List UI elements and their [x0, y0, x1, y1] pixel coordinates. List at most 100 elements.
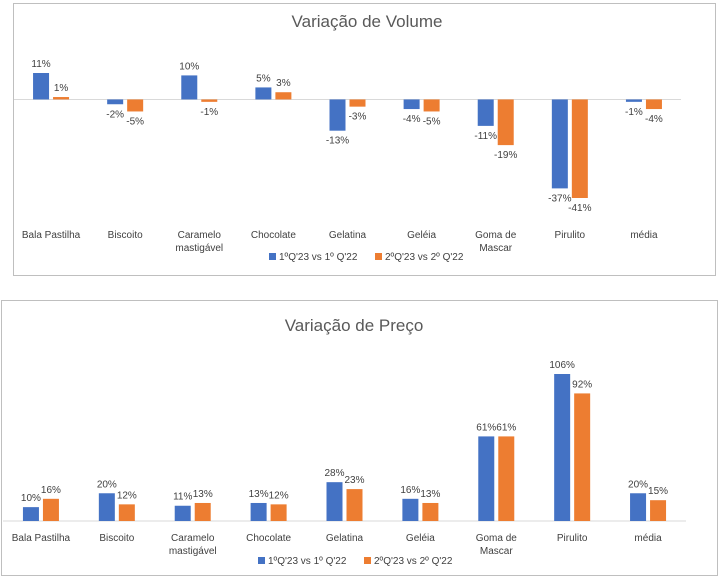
category-label-line: Chocolate	[251, 230, 296, 241]
data-label: 28%	[324, 468, 344, 479]
category-label-line: Bala Pastilha	[12, 533, 71, 544]
category-label-line: Biscoito	[108, 230, 143, 241]
bar-series-1	[403, 99, 420, 110]
legend-label-series-1: 1ºQ'23 vs 1º Q'22	[268, 556, 347, 567]
bar-series-1	[22, 507, 39, 521]
category-label-line: Mascar	[480, 546, 513, 557]
chart-title: Variação de Volume	[292, 12, 443, 31]
bar-series-1	[326, 482, 343, 521]
category-label-line: Chocolate	[246, 533, 291, 544]
bar-series-2	[423, 99, 440, 112]
bar-series-2	[194, 502, 211, 521]
category-label-line: Geléia	[406, 533, 435, 544]
category-label: Bala Pastilha	[22, 230, 81, 241]
data-label: 3%	[276, 78, 291, 89]
data-label: -19%	[494, 150, 517, 161]
bar-series-2	[422, 502, 439, 521]
bar-series-2	[571, 99, 588, 198]
data-label: 10%	[179, 61, 199, 72]
legend-label-series-2: 2ºQ'23 vs 2º Q'22	[385, 252, 464, 263]
bar-series-2	[645, 99, 662, 110]
category-label: Caramelo mastigável	[175, 230, 223, 254]
category-label-line: mastigável	[175, 243, 223, 254]
category-label-line: Gelatina	[326, 533, 364, 544]
data-label: 13%	[249, 489, 269, 500]
data-label: 13%	[420, 489, 440, 500]
volume-chart-panel: Variação de Volume 11% 1% Bala Pastilha -2% -…	[13, 3, 716, 276]
data-label: -3%	[349, 112, 367, 123]
bar-series-2	[201, 99, 218, 102]
category-label: Gelatina	[326, 533, 364, 544]
price-chart-panel: Variação de Preço 10% 16% Bala Pastilha 20% 1…	[1, 300, 718, 576]
bar-series-2	[118, 504, 135, 521]
category-label: Biscoito	[108, 230, 143, 241]
data-label: 16%	[41, 485, 61, 496]
bar-series-1	[625, 99, 642, 102]
data-label: -37%	[548, 193, 571, 204]
category-label-line: Pirulito	[555, 230, 586, 241]
category-label-line: média	[630, 230, 658, 241]
data-label: 61%	[496, 422, 516, 433]
bar-series-1	[478, 436, 495, 521]
bar-series-1	[255, 87, 272, 100]
bar-series-1	[551, 99, 568, 189]
data-label: 16%	[400, 485, 420, 496]
legend-swatch-series-2	[375, 253, 382, 260]
data-label: -11%	[474, 131, 497, 142]
category-label: Pirulito	[555, 230, 586, 241]
bar-series-1	[630, 493, 647, 521]
data-label: 11%	[173, 492, 192, 503]
category-label: Chocolate	[251, 230, 296, 241]
data-label: 20%	[628, 479, 648, 490]
data-label: 15%	[648, 486, 668, 497]
category-label: Gelatina	[329, 230, 367, 241]
data-label: -4%	[403, 114, 421, 125]
bar-series-2	[497, 99, 514, 146]
category-label: média	[634, 533, 662, 544]
bar-series-1	[477, 99, 494, 126]
category-label: Bala Pastilha	[12, 533, 71, 544]
data-label: -5%	[126, 116, 144, 127]
bar-series-1	[402, 498, 419, 521]
bar-series-1	[98, 493, 115, 521]
category-label: Goma de Mascar	[475, 230, 517, 254]
data-label: -1%	[625, 107, 643, 118]
data-label: 92%	[572, 379, 592, 390]
data-label: -1%	[200, 107, 218, 118]
bar-series-1	[174, 505, 191, 521]
bar-series-2	[42, 498, 59, 521]
bar-series-2	[53, 97, 70, 100]
category-label: Geléia	[407, 230, 436, 241]
category-label-line: Geléia	[407, 230, 436, 241]
data-label: 1%	[54, 83, 69, 94]
bar-series-1	[181, 75, 198, 100]
category-label-line: Caramelo	[178, 230, 222, 241]
data-label: -4%	[645, 114, 663, 125]
bar-series-1	[33, 73, 50, 100]
bar-series-2	[349, 99, 366, 107]
data-label: -2%	[106, 109, 124, 120]
category-label-line: mastigável	[169, 546, 217, 557]
data-label: 10%	[21, 493, 41, 504]
bar-series-1	[250, 502, 267, 521]
category-label-line: Goma de	[475, 230, 517, 241]
data-label: 12%	[269, 490, 289, 501]
category-label: Geléia	[406, 533, 435, 544]
legend-swatch-series-1	[269, 253, 276, 260]
data-label: -41%	[568, 203, 591, 214]
category-label: Chocolate	[246, 533, 291, 544]
legend-label-series-1: 1ºQ'23 vs 1º Q'22	[279, 252, 358, 263]
category-label: Caramelo mastigável	[169, 533, 217, 557]
bar-series-2	[574, 393, 591, 521]
data-label: 5%	[256, 73, 271, 84]
category-label-line: Goma de	[476, 533, 518, 544]
legend-swatch-series-1	[258, 557, 265, 564]
legend-label-series-2: 2ºQ'23 vs 2º Q'22	[374, 556, 453, 567]
data-label: -5%	[423, 116, 441, 127]
chart-title: Variação de Preço	[285, 316, 424, 335]
bar-series-2	[650, 500, 667, 521]
category-label: Goma de Mascar	[476, 533, 518, 557]
category-label-line: Biscoito	[99, 533, 134, 544]
